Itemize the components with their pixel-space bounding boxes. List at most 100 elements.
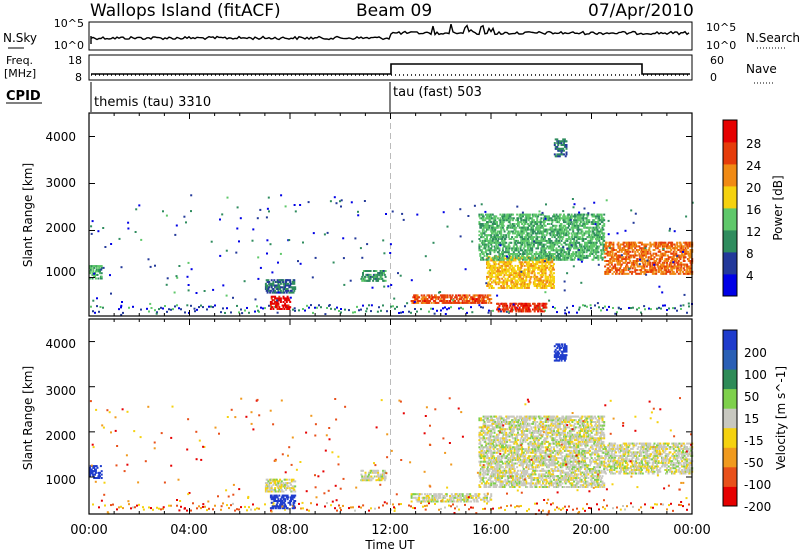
range-gate-cell: [549, 247, 552, 250]
range-gate-cell: [576, 213, 579, 216]
range-gate-cell: [285, 299, 288, 302]
range-gate-cell: [542, 302, 545, 305]
range-gate-cell: [582, 238, 585, 240]
range-gate-cell: [266, 291, 269, 294]
range-gate-cell: [588, 239, 591, 242]
range-gate-cell: [558, 153, 561, 156]
range-gate-cell: [560, 142, 563, 145]
scatter-cell: [176, 276, 179, 279]
range-gate-cell: [517, 234, 519, 237]
scatter-cell: [241, 312, 244, 315]
range-gate-cell: [686, 267, 689, 270]
scatter-cell: [277, 261, 279, 264]
scatter-cell: [98, 506, 100, 509]
range-gate-cell: [568, 254, 570, 257]
range-gate-cell: [589, 247, 592, 250]
scatter-cell: [566, 306, 568, 309]
scatter-cell: [510, 504, 512, 507]
range-gate-cell: [675, 260, 678, 262]
range-gate-cell: [553, 142, 556, 145]
range-gate-cell: [586, 215, 589, 218]
range-gate-cell: [563, 221, 565, 224]
range-gate-cell: [523, 238, 526, 240]
range-gate-cell: [537, 241, 540, 244]
range-gate-cell: [647, 270, 650, 273]
scatter-cell: [158, 507, 160, 510]
scatter-cell: [154, 264, 156, 267]
range-gate-cell: [548, 263, 551, 266]
range-gate-cell: [577, 236, 580, 239]
scatter-cell: [387, 285, 390, 288]
range-gate-cell: [544, 263, 547, 266]
scatter-cell: [127, 221, 130, 224]
range-gate-cell: [597, 254, 600, 257]
range-gate-cell: [617, 263, 620, 266]
range-gate-cell: [536, 223, 539, 225]
range-gate-cell: [504, 261, 507, 264]
range-gate-cell: [589, 226, 592, 229]
range-gate-cell: [535, 247, 538, 250]
range-gate-cell: [563, 234, 565, 237]
range-gate-cell: [499, 221, 502, 224]
scatter-cell: [236, 206, 239, 209]
scatter-cell: [348, 507, 350, 510]
range-gate-cell: [595, 226, 598, 229]
range-gate-cell: [655, 243, 658, 246]
scatter-cell: [578, 211, 581, 214]
range-gate-cell: [601, 258, 604, 261]
range-gate-cell: [567, 219, 570, 222]
range-gate-cell: [498, 261, 501, 264]
range-gate-cell: [507, 243, 510, 246]
range-gate-cell: [264, 482, 267, 485]
scatter-cell: [246, 509, 248, 512]
scatter-cell: [348, 309, 350, 312]
range-gate-cell: [519, 279, 522, 282]
range-gate-cell: [689, 272, 692, 275]
range-gate-cell: [562, 138, 565, 141]
range-gate-cell: [287, 289, 290, 292]
range-gate-cell: [497, 266, 500, 269]
scatter-cell: [98, 310, 100, 313]
range-gate-cell: [649, 241, 652, 244]
range-gate-cell: [628, 241, 631, 244]
range-gate-cell: [527, 213, 530, 216]
range-gate-cell: [563, 219, 565, 222]
range-gate-cell: [507, 263, 510, 266]
range-gate-cell: [677, 249, 680, 251]
scatter-cell: [370, 507, 372, 510]
range-gate-cell: [558, 140, 561, 143]
range-gate-cell: [580, 232, 583, 235]
range-gate-cell: [483, 254, 486, 257]
range-gate-cell: [685, 270, 688, 273]
range-gate-cell: [570, 226, 573, 229]
range-gate-cell: [560, 151, 563, 154]
scatter-cell: [308, 306, 310, 309]
range-gate-cell: [585, 251, 588, 254]
range-gate-cell: [635, 261, 638, 264]
range-gate-cell: [500, 285, 503, 287]
range-gate-cell: [558, 219, 561, 222]
scatter-cell: [174, 233, 177, 236]
scatter-cell: [360, 308, 362, 311]
range-gate-cell: [523, 281, 526, 284]
range-gate-cell: [689, 260, 692, 262]
range-gate-cell: [563, 153, 565, 156]
range-gate-cell: [518, 283, 521, 286]
scatter-cell: [149, 265, 152, 268]
range-gate-cell: [618, 272, 621, 275]
range-gate-cell: [475, 294, 478, 297]
range-gate-cell: [685, 252, 688, 255]
scatter-cell: [104, 504, 106, 507]
range-gate-cell: [455, 301, 457, 304]
range-gate-cell: [529, 281, 532, 284]
range-gate-cell: [533, 302, 536, 305]
range-gate-cell: [595, 234, 598, 237]
range-gate-cell: [478, 234, 481, 237]
range-gate-cell: [264, 284, 267, 287]
range-gate-cell: [478, 247, 481, 250]
range-gate-cell: [282, 295, 285, 298]
range-gate-cell: [597, 230, 600, 233]
range-gate-cell: [575, 253, 578, 255]
range-gate-cell: [663, 265, 666, 268]
noise-panel: N.Sky 10^5 10^0 10^5 10^0 N.Search: [3, 17, 800, 52]
